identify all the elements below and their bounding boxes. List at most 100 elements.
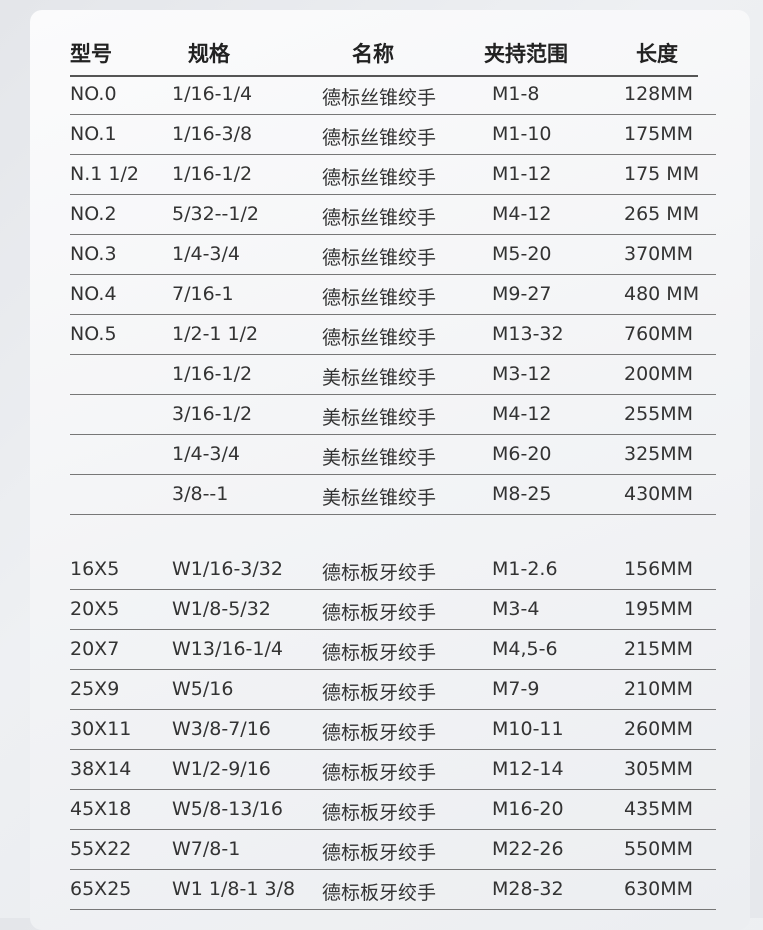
cell-name: 德标丝锥绞手 [322, 127, 437, 149]
cell-name: 美标丝锥绞手 [322, 367, 437, 389]
table-row: 3/16-1/2 美标丝锥绞手 M4-12 255MM [70, 395, 716, 435]
cell-length: 265 MM [624, 203, 700, 225]
table-row: NO.5 1/2-1 1/2 德标丝锥绞手 M13-32 760MM [70, 315, 716, 355]
cell-clamp-range: M3-12 [492, 363, 552, 385]
cell-model: 38X14 [70, 758, 132, 780]
cell-model: 55X22 [70, 838, 132, 860]
cell-model: NO.2 [70, 203, 117, 225]
cell-clamp-range: M1-10 [492, 123, 552, 145]
tap-wrench-table: NO.0 1/16-1/4 德标丝锥绞手 M1-8 128MM NO.1 1/16-3/8 德… [70, 75, 716, 515]
cell-name: 德标板牙绞手 [322, 562, 437, 584]
table-row: 16X5 W1/16-3/32 德标板牙绞手 M1-2.6 156MM [70, 550, 716, 590]
table-row: NO.4 7/16-1 德标丝锥绞手 M9-27 480 MM [70, 275, 716, 315]
header-model: 型号 [70, 42, 112, 66]
cell-spec: 7/16-1 [172, 283, 234, 305]
cell-spec: 5/32--1/2 [172, 203, 259, 225]
cell-spec: 1/16-3/8 [172, 123, 253, 145]
cell-spec: W3/8-7/16 [172, 718, 271, 740]
cell-model: 20X5 [70, 598, 120, 620]
cell-model: NO.4 [70, 283, 117, 305]
cell-length: 210MM [624, 678, 694, 700]
cell-length: 370MM [624, 243, 694, 265]
cell-clamp-range: M3-4 [492, 598, 540, 620]
table-row: 65X25 W1 1/8-1 3/8 德标板牙绞手 M28-32 630MM [70, 870, 716, 910]
cell-name: 德标丝锥绞手 [322, 287, 437, 309]
cell-spec: 1/16-1/2 [172, 163, 253, 185]
cell-length: 156MM [624, 558, 694, 580]
cell-clamp-range: M5-20 [492, 243, 552, 265]
cell-spec: W1/16-3/32 [172, 558, 283, 580]
cell-spec: W5/16 [172, 678, 234, 700]
cell-clamp-range: M8-25 [492, 483, 552, 505]
cell-model: N.1 1/2 [70, 163, 139, 185]
cell-model: 65X25 [70, 878, 132, 900]
table-row: 1/16-1/2 美标丝锥绞手 M3-12 200MM [70, 355, 716, 395]
cell-name: 德标丝锥绞手 [322, 87, 437, 109]
cell-length: 175 MM [624, 163, 700, 185]
cell-clamp-range: M16-20 [492, 798, 564, 820]
cell-spec: 1/16-1/4 [172, 83, 253, 105]
cell-name: 美标丝锥绞手 [322, 447, 437, 469]
cell-spec: 3/8--1 [172, 483, 229, 505]
cell-model: NO.0 [70, 83, 117, 105]
header-length: 长度 [636, 42, 678, 66]
header-clamp-range: 夹持范围 [484, 42, 568, 66]
cell-length: 215MM [624, 638, 694, 660]
cell-clamp-range: M7-9 [492, 678, 540, 700]
cell-name: 德标板牙绞手 [322, 642, 437, 664]
cell-name: 德标板牙绞手 [322, 802, 437, 824]
cell-name: 德标板牙绞手 [322, 722, 437, 744]
cell-model: NO.1 [70, 123, 117, 145]
cell-model: 30X11 [70, 718, 132, 740]
cell-spec: W13/16-1/4 [172, 638, 283, 660]
table-row: 20X5 W1/8-5/32 德标板牙绞手 M3-4 195MM [70, 590, 716, 630]
cell-length: 480 MM [624, 283, 700, 305]
table-row: NO.1 1/16-3/8 德标丝锥绞手 M1-10 175MM [70, 115, 716, 155]
cell-clamp-range: M4-12 [492, 403, 552, 425]
cell-name: 德标板牙绞手 [322, 682, 437, 704]
cell-clamp-range: M1-12 [492, 163, 552, 185]
cell-length: 550MM [624, 838, 694, 860]
header-spec: 规格 [188, 42, 230, 66]
table-row: N.1 1/2 1/16-1/2 德标丝锥绞手 M1-12 175 MM [70, 155, 716, 195]
cell-clamp-range: M1-8 [492, 83, 540, 105]
cell-name: 德标丝锥绞手 [322, 247, 437, 269]
cell-spec: 1/4-3/4 [172, 443, 241, 465]
spec-card [30, 10, 750, 930]
table-row: 45X18 W5/8-13/16 德标板牙绞手 M16-20 435MM [70, 790, 716, 830]
cell-clamp-range: M28-32 [492, 878, 564, 900]
table-row: NO.0 1/16-1/4 德标丝锥绞手 M1-8 128MM [70, 75, 716, 115]
table-row: 25X9 W5/16 德标板牙绞手 M7-9 210MM [70, 670, 716, 710]
cell-name: 德标丝锥绞手 [322, 327, 437, 349]
cell-length: 255MM [624, 403, 694, 425]
cell-clamp-range: M1-2.6 [492, 558, 558, 580]
table-row: 20X7 W13/16-1/4 德标板牙绞手 M4,5-6 215MM [70, 630, 716, 670]
cell-name: 德标板牙绞手 [322, 842, 437, 864]
cell-clamp-range: M12-14 [492, 758, 564, 780]
table-row: 1/4-3/4 美标丝锥绞手 M6-20 325MM [70, 435, 716, 475]
cell-spec: 1/4-3/4 [172, 243, 241, 265]
cell-name: 美标丝锥绞手 [322, 407, 437, 429]
cell-spec: W1/2-9/16 [172, 758, 271, 780]
cell-model: 20X7 [70, 638, 120, 660]
table-row: 55X22 W7/8-1 德标板牙绞手 M22-26 550MM [70, 830, 716, 870]
table-row: 38X14 W1/2-9/16 德标板牙绞手 M12-14 305MM [70, 750, 716, 790]
cell-name: 德标板牙绞手 [322, 602, 437, 624]
cell-clamp-range: M10-11 [492, 718, 564, 740]
table-row: NO.2 5/32--1/2 德标丝锥绞手 M4-12 265 MM [70, 195, 716, 235]
cell-spec: W7/8-1 [172, 838, 241, 860]
cell-spec: W5/8-13/16 [172, 798, 283, 820]
cell-name: 德标丝锥绞手 [322, 207, 437, 229]
cell-length: 305MM [624, 758, 694, 780]
cell-name: 德标板牙绞手 [322, 882, 437, 904]
cell-length: 630MM [624, 878, 694, 900]
header-name: 名称 [352, 42, 394, 66]
cell-length: 200MM [624, 363, 694, 385]
cell-length: 195MM [624, 598, 694, 620]
cell-model: NO.3 [70, 243, 117, 265]
cell-name: 德标板牙绞手 [322, 762, 437, 784]
table-row: 30X11 W3/8-7/16 德标板牙绞手 M10-11 260MM [70, 710, 716, 750]
cell-model: 16X5 [70, 558, 120, 580]
cell-length: 260MM [624, 718, 694, 740]
table-row: 3/8--1 美标丝锥绞手 M8-25 430MM [70, 475, 716, 515]
